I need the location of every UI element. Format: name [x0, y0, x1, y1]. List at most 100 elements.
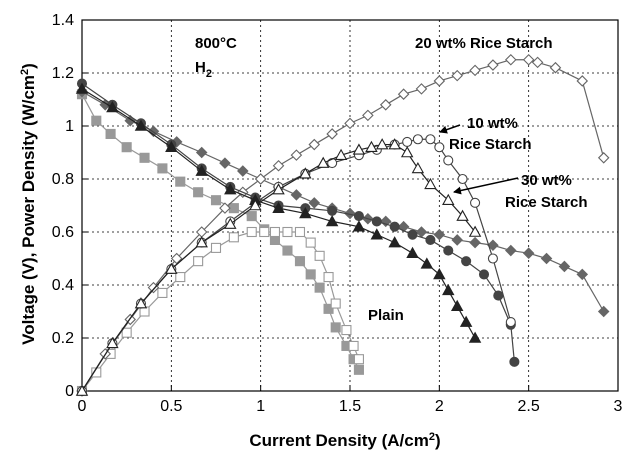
data-point	[224, 217, 237, 229]
data-point	[210, 242, 222, 253]
data-point	[362, 109, 374, 122]
data-point	[412, 134, 423, 145]
data-point	[388, 236, 401, 248]
data-point	[576, 268, 589, 281]
y-tick-label: 0.4	[52, 277, 74, 294]
series-line	[81, 59, 605, 392]
data-point	[134, 297, 148, 309]
data-point	[294, 226, 306, 238]
data-point	[165, 262, 178, 274]
data-point	[522, 53, 535, 66]
data-point	[433, 228, 446, 241]
annotation-30wt-line2: Rice Starch	[505, 194, 588, 211]
data-point	[406, 246, 419, 258]
data-point	[451, 234, 463, 246]
data-point	[193, 187, 204, 198]
data-point	[157, 163, 168, 174]
data-point	[290, 189, 303, 201]
data-point	[505, 53, 517, 66]
data-point	[314, 250, 325, 261]
data-point	[433, 267, 446, 280]
data-point	[246, 226, 257, 238]
data-point	[549, 61, 562, 74]
data-point	[470, 197, 481, 208]
series-power-square	[76, 226, 364, 397]
data-point	[375, 138, 389, 150]
data-point	[323, 303, 334, 314]
data-point	[316, 156, 330, 168]
data-point	[325, 214, 339, 227]
y-tick-label: 0.8	[52, 171, 74, 188]
data-point	[228, 232, 239, 243]
data-point	[139, 152, 150, 163]
data-point	[269, 226, 281, 238]
data-point	[478, 269, 490, 280]
data-point	[379, 99, 392, 111]
data-point	[461, 256, 472, 267]
data-point	[457, 173, 468, 185]
arrow-30wt	[453, 177, 519, 195]
annotation-temperature: 800°C	[195, 35, 237, 52]
data-point	[308, 197, 321, 209]
data-point	[344, 117, 356, 130]
data-point	[157, 287, 168, 299]
data-point	[415, 226, 428, 238]
axis-ticks: 0 0.5 1 1.5 2 2.5 3 0 0.2 0.4 0.6 0.8 1 1.2 1.4	[52, 12, 623, 415]
series-power-triangle	[75, 138, 482, 396]
series-voltage-triangle	[75, 82, 482, 343]
data-point	[210, 195, 222, 206]
data-point	[282, 245, 293, 256]
x-tick-label: 2.5	[518, 398, 540, 415]
data-point	[323, 271, 334, 283]
data-point	[597, 305, 610, 318]
y-tick-label: 0.6	[52, 224, 74, 241]
y-tick-label: 1	[65, 118, 74, 135]
data-point	[415, 83, 428, 95]
x-tick-label: 3	[614, 398, 623, 415]
data-point	[344, 207, 356, 220]
data-point	[443, 245, 454, 256]
data-point	[487, 253, 498, 264]
series-line	[81, 93, 360, 371]
data-point	[400, 146, 414, 158]
y-tick-label: 1.4	[52, 12, 74, 29]
data-point	[411, 161, 425, 174]
series-power-diamond	[76, 53, 610, 397]
data-point	[425, 134, 436, 145]
data-point	[365, 140, 378, 152]
data-point	[75, 82, 89, 94]
data-point	[576, 75, 589, 87]
data-point	[442, 283, 455, 296]
data-point	[327, 205, 338, 216]
data-point	[105, 128, 116, 139]
data-point	[165, 140, 178, 152]
data-point	[314, 282, 325, 293]
data-point	[228, 203, 239, 214]
data-point	[558, 260, 571, 273]
x-tick-label: 1.5	[339, 398, 361, 415]
data-point	[259, 226, 270, 238]
data-point	[282, 226, 293, 238]
data-point	[272, 159, 285, 172]
annotation-10wt-line1: 10 wt%	[467, 115, 518, 132]
data-point	[195, 164, 208, 176]
data-point	[308, 138, 321, 151]
data-point	[341, 324, 352, 336]
series-line	[81, 231, 360, 392]
annotation-30wt-line1: 30 wt%	[521, 172, 572, 189]
data-point	[219, 202, 231, 214]
data-point	[424, 177, 437, 190]
data-point	[420, 257, 434, 269]
data-point	[326, 128, 338, 140]
series-voltage-circle	[76, 78, 520, 367]
x-axis-title: Current Density (A/cm2)	[249, 431, 440, 450]
data-point	[442, 193, 455, 205]
data-point	[75, 384, 89, 396]
data-point	[193, 256, 204, 267]
data-point	[434, 142, 445, 153]
data-point	[305, 237, 316, 248]
data-point	[219, 157, 231, 169]
data-point	[330, 322, 341, 333]
data-point	[388, 138, 401, 150]
data-point	[469, 64, 481, 77]
